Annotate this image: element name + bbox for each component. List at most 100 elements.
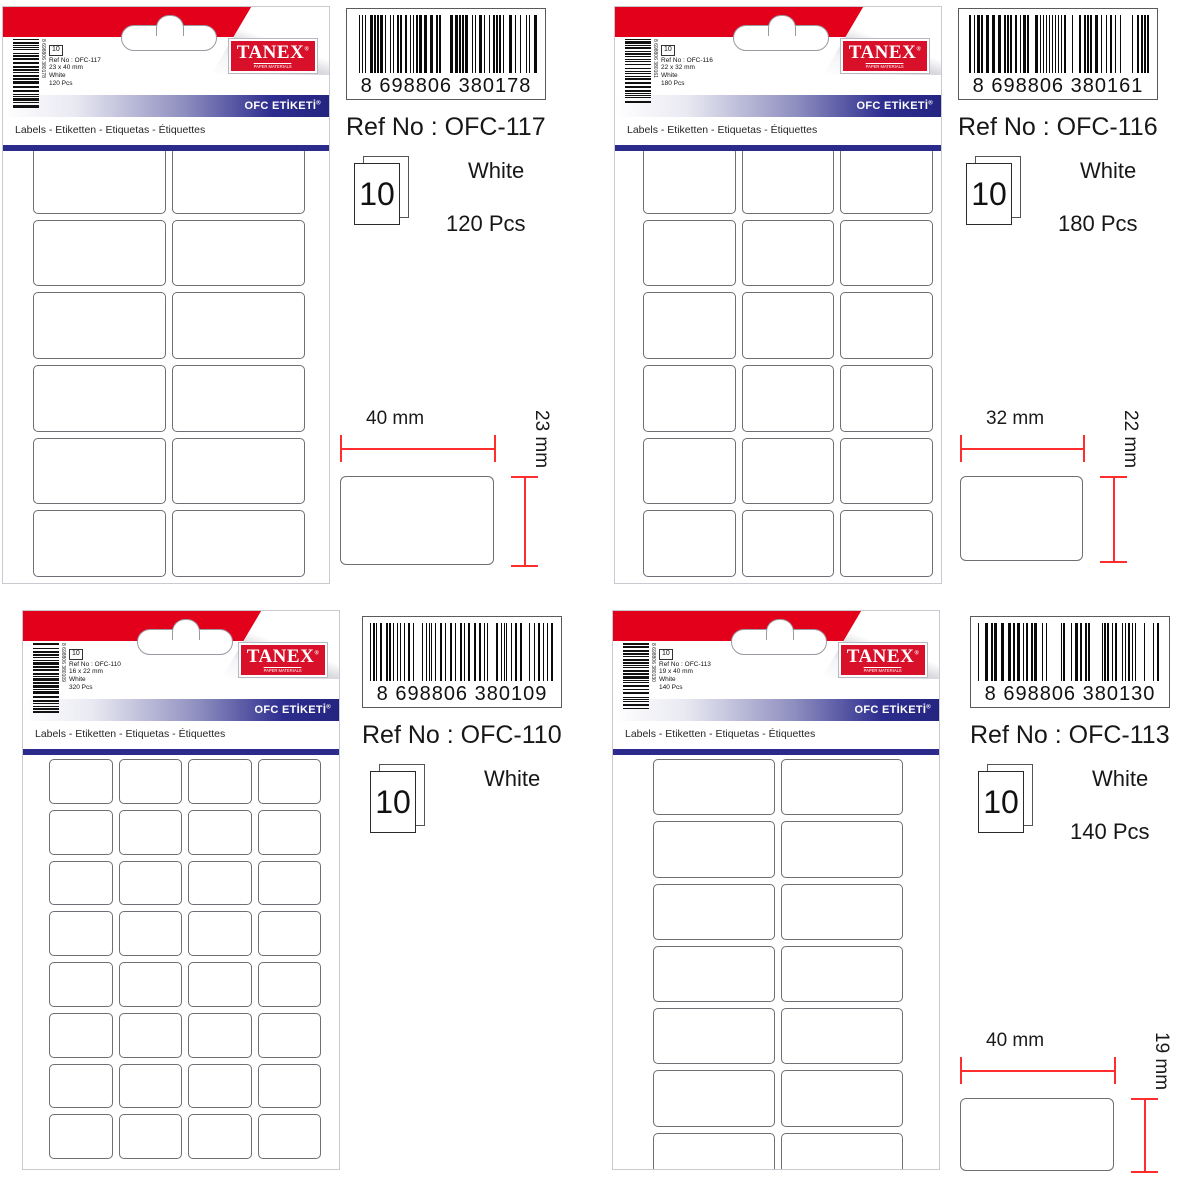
package-ofc-116: TANEX® PAPER MATERIALS 8 698806 380161 10 Re… (614, 6, 942, 584)
label-cell (653, 945, 775, 1003)
label-cell (118, 1063, 182, 1109)
label-cell (257, 759, 321, 804)
package-info-block: 10 Ref No : OFC-113 19 x 40 mm White 140 Pcs (659, 641, 711, 692)
label-cell (840, 437, 933, 505)
package-color-line: White (49, 72, 66, 80)
ref-no-ofc-117: Ref No : OFC-117 (346, 113, 546, 141)
ref-no-ofc-113: Ref No : OFC-113 (970, 721, 1170, 749)
barcode-bars (978, 623, 1162, 681)
dimension-diagram-ofc-113: 40 mm 19 mm (952, 1030, 1200, 1200)
label-cell (741, 219, 835, 287)
language-list: Labels - Etiketten - Etiquetas - Étiquet… (35, 728, 226, 740)
pcs-count-ofc-113: 140 Pcs (1070, 819, 1150, 844)
dimension-diagram-ofc-117: 40 mm 23 mm (332, 408, 580, 598)
barcode-ofc-116: 8 698806 380161 (958, 8, 1158, 100)
label-cell (643, 147, 736, 214)
dim-width-tick-left (960, 1057, 962, 1084)
barcode-number: 8 698806 380178 (360, 75, 532, 97)
product-type-band: OFC ETİKETİ® (613, 699, 939, 721)
label-cell (172, 292, 305, 359)
package-qty-badge: 10 (69, 649, 83, 660)
sheets-icon-front-page: 10 (354, 163, 400, 225)
label-cell (188, 911, 252, 956)
package-mini-barcode: 8 698806 380178 (13, 39, 46, 108)
navy-divider (3, 145, 329, 151)
label-cell (49, 911, 113, 956)
label-cell (741, 292, 835, 359)
registered-mark: ® (314, 650, 320, 657)
label-cell (172, 147, 305, 214)
color-name-ofc-117: White (468, 158, 525, 183)
hang-hole-tab (121, 15, 218, 51)
sheets-icon-front-page: 10 (370, 771, 416, 833)
package-info-block: 10 Ref No : OFC-110 16 x 22 mm White 320 Pcs (69, 641, 121, 692)
label-cell (653, 759, 775, 816)
product-type-band: OFC ETİKETİ® (23, 699, 339, 721)
product-type-band: OFC ETİKETİ® (3, 95, 329, 117)
package-ofc-110: TANEX® PAPER MATERIALS 8 698806 380109 10 Re… (22, 610, 340, 1170)
dim-width-label: 40 mm (986, 1030, 1045, 1051)
label-cell (643, 292, 736, 359)
sheets-icon-front-page: 10 (966, 163, 1012, 225)
tanex-logo: TANEX® PAPER MATERIALS (838, 642, 928, 678)
package-pcs-line: 320 Pcs (69, 684, 93, 692)
dim-height-tick-bottom (1100, 561, 1127, 563)
barcode-bars (966, 15, 1150, 73)
mini-barcode-number: 8 698806 380178 (40, 39, 46, 78)
dim-height-tick-top (1100, 476, 1127, 478)
package-ref-line: Ref No : OFC-113 (659, 660, 711, 668)
label-cell (653, 1132, 775, 1169)
label-cell (840, 364, 933, 432)
package-mini-barcode: 8 698806 380161 (625, 39, 658, 103)
label-cell (781, 1008, 903, 1065)
tanex-wordmark: TANEX® (236, 41, 310, 63)
label-cell (257, 1063, 321, 1109)
navy-divider (615, 145, 941, 151)
tanex-tagline: PAPER MATERIALS (863, 666, 903, 673)
label-cell (653, 1008, 775, 1065)
dim-height-line (524, 476, 526, 565)
mini-barcode-number: 8 698806 380161 (652, 39, 658, 78)
label-cell (188, 860, 252, 906)
dim-height-line (1113, 476, 1115, 561)
sheets-count: 10 (359, 176, 395, 212)
label-cell (257, 809, 321, 855)
label-cell (188, 1114, 252, 1159)
package-qty-badge: 10 (659, 649, 673, 660)
package-pcs-line: 140 Pcs (659, 684, 683, 692)
package-size-line: 23 x 40 mm (49, 64, 83, 72)
package-pcs-line: 180 Pcs (661, 80, 685, 88)
navy-divider (23, 749, 339, 755)
registered-mark: ® (304, 46, 310, 53)
label-cell (741, 147, 835, 214)
sheets-icon-front-page: 10 (978, 771, 1024, 833)
label-cell (118, 809, 182, 855)
label-cell (781, 883, 903, 940)
sheets-icon-ofc-117: 10 (354, 156, 416, 228)
mini-barcode-bars (33, 643, 59, 713)
label-cell (188, 1012, 252, 1058)
package-ref-line: Ref No : OFC-116 (661, 56, 713, 64)
package-qty-badge: 10 (661, 45, 675, 56)
barcode-number: 8 698806 380109 (376, 683, 548, 705)
pcs-count-ofc-117: 120 Pcs (446, 211, 526, 236)
dim-width-line (960, 448, 1083, 450)
dim-height-label: 22 mm (1120, 410, 1141, 469)
dim-width-tick-right (1083, 435, 1085, 462)
sheets-icon-ofc-116: 10 (966, 156, 1028, 228)
navy-divider (613, 749, 939, 755)
barcode-ofc-110: 8 698806 380109 (362, 616, 562, 708)
package-mini-barcode: 8 698806 380109 (33, 643, 66, 713)
label-cell (188, 1063, 252, 1109)
label-cell (172, 437, 305, 505)
label-cell (781, 1132, 903, 1169)
label-cell (257, 1114, 321, 1159)
registered-mark: ® (916, 46, 922, 53)
product-panel-ofc-117: TANEX® PAPER MATERIALS 8 698806 380178 10 Re… (0, 0, 600, 600)
label-cell (257, 860, 321, 906)
package-mini-barcode: 8 698806 380130 (623, 643, 656, 710)
dim-height-label: 19 mm (1151, 1032, 1172, 1091)
label-cell (172, 510, 305, 577)
label-cell (33, 364, 166, 432)
mini-barcode-number: 8 698806 380109 (60, 643, 66, 682)
